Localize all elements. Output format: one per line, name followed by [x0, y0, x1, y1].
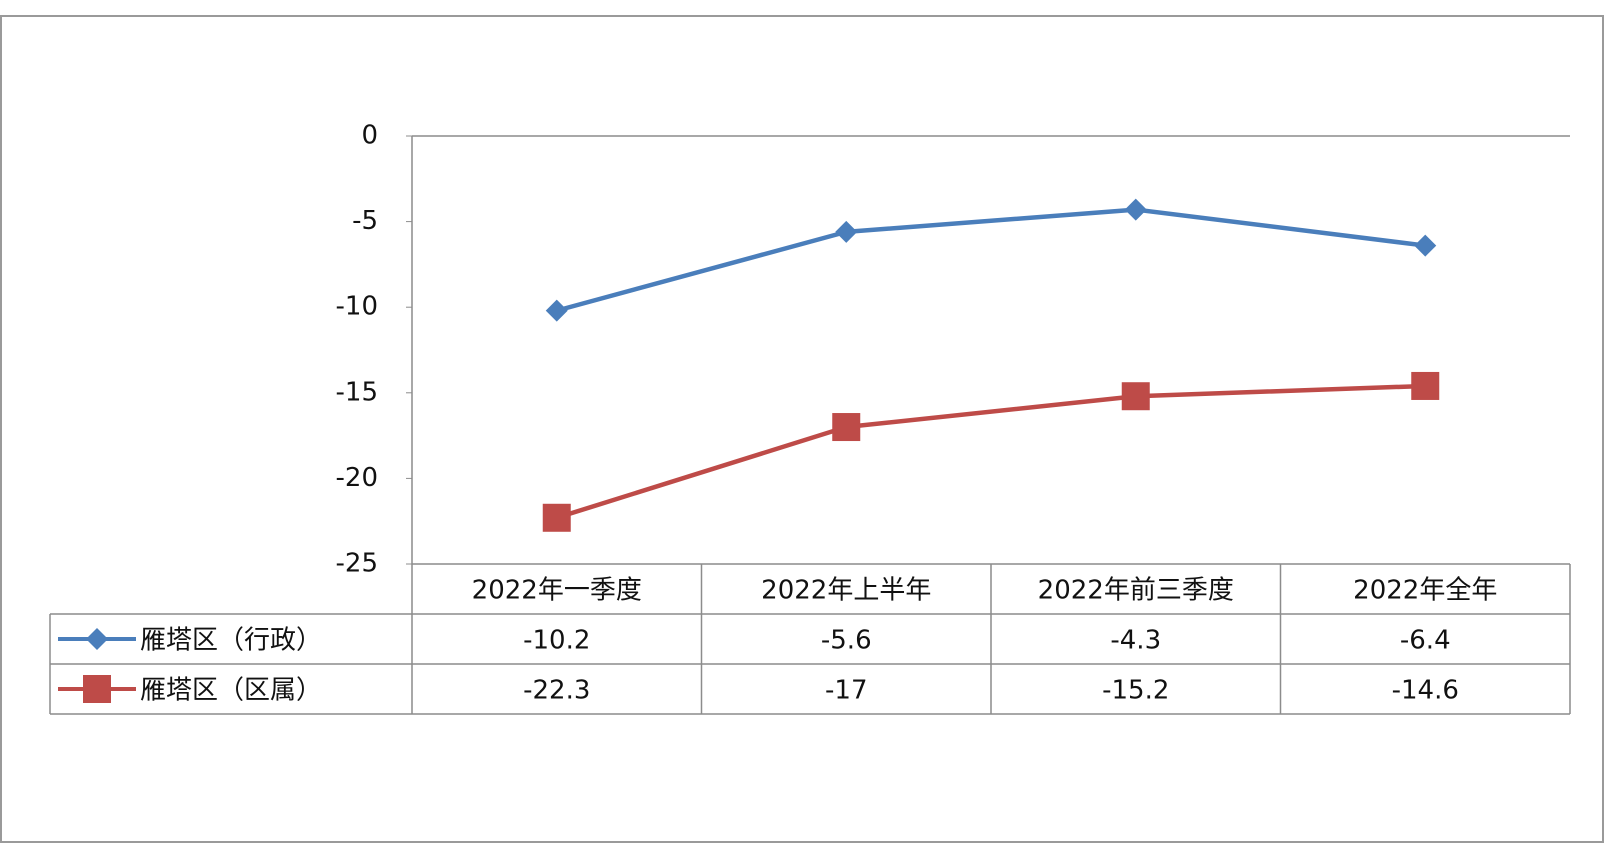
marker [1124, 198, 1147, 221]
y-tick-label: -15 [336, 377, 378, 407]
table-value: -5.6 [821, 626, 872, 656]
marker [542, 503, 571, 532]
x-tick-label: 2022年前三季度 [1038, 576, 1234, 606]
x-tick-label: 2022年一季度 [472, 576, 642, 606]
table-value: -15.2 [1102, 676, 1169, 706]
y-tick-label: 0 [361, 121, 378, 151]
table-value: -6.4 [1400, 626, 1451, 656]
legend-label: 雁塔区（区属） [140, 676, 322, 706]
y-tick-label: -20 [336, 463, 378, 493]
legend-label: 雁塔区（行政） [140, 626, 322, 656]
table-value: -4.3 [1110, 626, 1161, 656]
table-value: -22.3 [523, 676, 590, 706]
series-line [556, 207, 1426, 313]
marker [545, 299, 568, 322]
marker [1411, 371, 1440, 400]
marker [1121, 382, 1150, 411]
marker [835, 220, 858, 243]
legend-marker [86, 628, 108, 650]
x-tick-label: 2022年上半年 [761, 576, 931, 606]
y-tick-label: -25 [336, 549, 378, 579]
y-tick-label: -5 [352, 206, 378, 236]
y-tick-label: -10 [336, 292, 378, 322]
chart-frame [0, 15, 1604, 843]
table-value: -14.6 [1392, 676, 1459, 706]
legend-marker [83, 675, 111, 703]
series-line [556, 383, 1426, 520]
marker [1414, 234, 1437, 257]
table-value: -10.2 [523, 626, 590, 656]
x-tick-label: 2022年全年 [1353, 576, 1497, 606]
marker [832, 413, 861, 442]
table-value: -17 [825, 676, 867, 706]
